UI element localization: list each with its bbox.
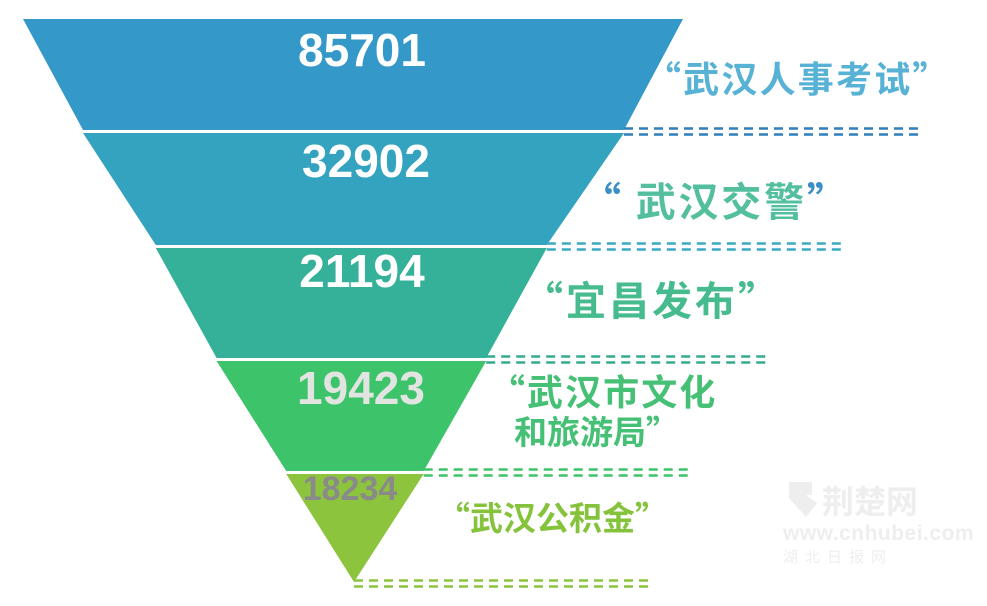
svg-text:19423: 19423 bbox=[297, 362, 425, 414]
svg-text:湖北日报网: 湖北日报网 bbox=[783, 546, 893, 567]
svg-text:“ 武汉交警”: “ 武汉交警” bbox=[581, 170, 850, 228]
svg-text:“宜昌发布”: “宜昌发布” bbox=[523, 269, 781, 327]
svg-text:32902: 32902 bbox=[302, 135, 430, 187]
svg-text:21194: 21194 bbox=[299, 245, 425, 297]
svg-text:“武汉公积金”: “武汉公积金” bbox=[437, 492, 668, 540]
svg-text:85701: 85701 bbox=[298, 24, 426, 76]
svg-text:荆楚网: 荆楚网 bbox=[822, 477, 918, 523]
svg-text:18234: 18234 bbox=[303, 470, 398, 508]
svg-text:www.cnhubei.com: www.cnhubei.com bbox=[782, 522, 974, 545]
svg-text:和旅游局”: 和旅游局” bbox=[514, 406, 679, 454]
svg-text:“武汉人事考试”: “武汉人事考试” bbox=[645, 51, 951, 103]
